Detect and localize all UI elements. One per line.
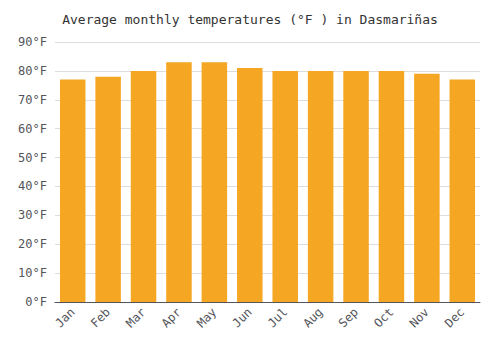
svg-text:Oct: Oct (371, 305, 396, 330)
svg-text:Feb: Feb (88, 305, 113, 330)
svg-text:Jul: Jul (265, 305, 290, 330)
svg-text:Nov: Nov (407, 305, 432, 330)
svg-text:Jan: Jan (52, 305, 77, 330)
svg-text:0°F: 0°F (25, 295, 47, 309)
svg-text:40°F: 40°F (18, 179, 47, 193)
svg-text:May: May (194, 305, 219, 330)
svg-text:60°F: 60°F (18, 122, 47, 136)
svg-text:90°F: 90°F (18, 35, 47, 49)
svg-text:Sep: Sep (336, 305, 361, 330)
svg-text:80°F: 80°F (18, 64, 47, 78)
svg-text:Dec: Dec (442, 305, 467, 330)
svg-text:50°F: 50°F (18, 151, 47, 165)
svg-text:Average monthly temperatures (: Average monthly temperatures (°F ) in Da… (62, 12, 438, 27)
svg-text:30°F: 30°F (18, 208, 47, 222)
svg-text:Apr: Apr (159, 305, 184, 330)
svg-text:Aug: Aug (300, 305, 325, 330)
svg-text:10°F: 10°F (18, 266, 47, 280)
svg-text:Mar: Mar (123, 305, 148, 330)
svg-text:70°F: 70°F (18, 93, 47, 107)
svg-text:Jun: Jun (230, 305, 255, 330)
svg-text:20°F: 20°F (18, 237, 47, 251)
